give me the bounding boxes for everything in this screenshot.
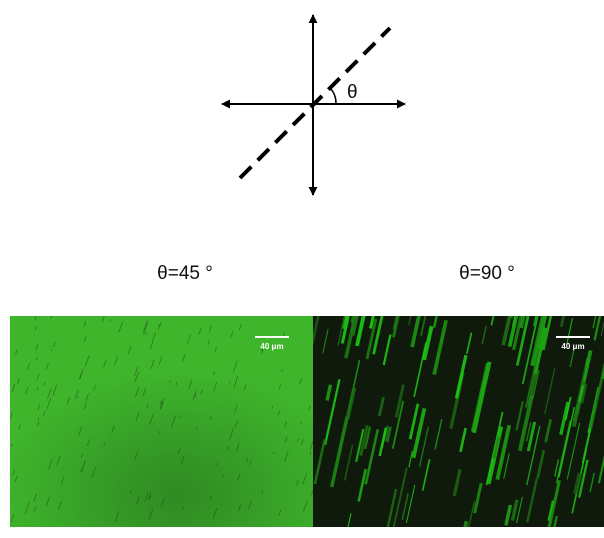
scale-bar-label: 40 μm [561, 342, 584, 351]
scale-bar-label: 40 μm [260, 342, 283, 351]
texture [312, 235, 328, 309]
angle-symbol: θ [347, 82, 358, 103]
texture [61, 306, 65, 316]
texture [399, 297, 403, 315]
texture [352, 272, 363, 322]
panel-label: θ=90 ° [459, 263, 515, 284]
angle-arc [330, 88, 336, 104]
texture [310, 236, 326, 307]
texture [340, 241, 354, 303]
figure: θ θ=45 ° θ=90 ° 40 μm 40 μm [0, 0, 604, 538]
texture [513, 253, 529, 326]
texture [598, 243, 604, 308]
panel-label: θ=45 ° [157, 263, 213, 284]
texture [511, 303, 514, 318]
texture [442, 287, 446, 304]
micrograph-left [10, 306, 315, 527]
axis-diagram [222, 15, 405, 195]
texture [554, 242, 567, 303]
texture [333, 279, 339, 304]
micrograph-right [301, 235, 604, 538]
texture [327, 246, 342, 314]
texture [358, 245, 373, 313]
texture [96, 309, 98, 316]
